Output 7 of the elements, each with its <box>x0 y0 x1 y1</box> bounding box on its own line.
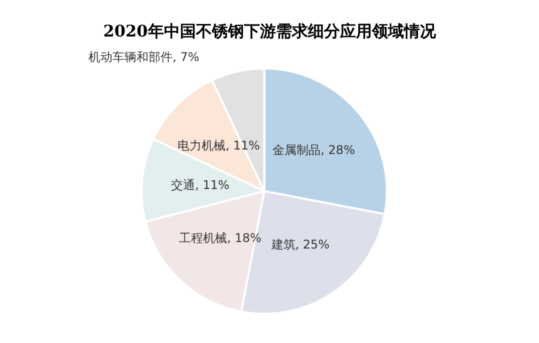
slice-label: 金属制品, 28% <box>272 143 355 158</box>
chart-title: 2020年中国不锈钢下游需求细分应用领域情况 <box>103 22 437 40</box>
slice-label: 建筑, 25% <box>270 237 330 252</box>
slice-label: 电力机械, 11% <box>178 138 260 153</box>
slice-label: 机动车辆和部件, 7% <box>88 50 200 64</box>
slice-label: 交通, 11% <box>171 178 230 192</box>
slice-label: 工程机械, 18% <box>179 231 262 245</box>
